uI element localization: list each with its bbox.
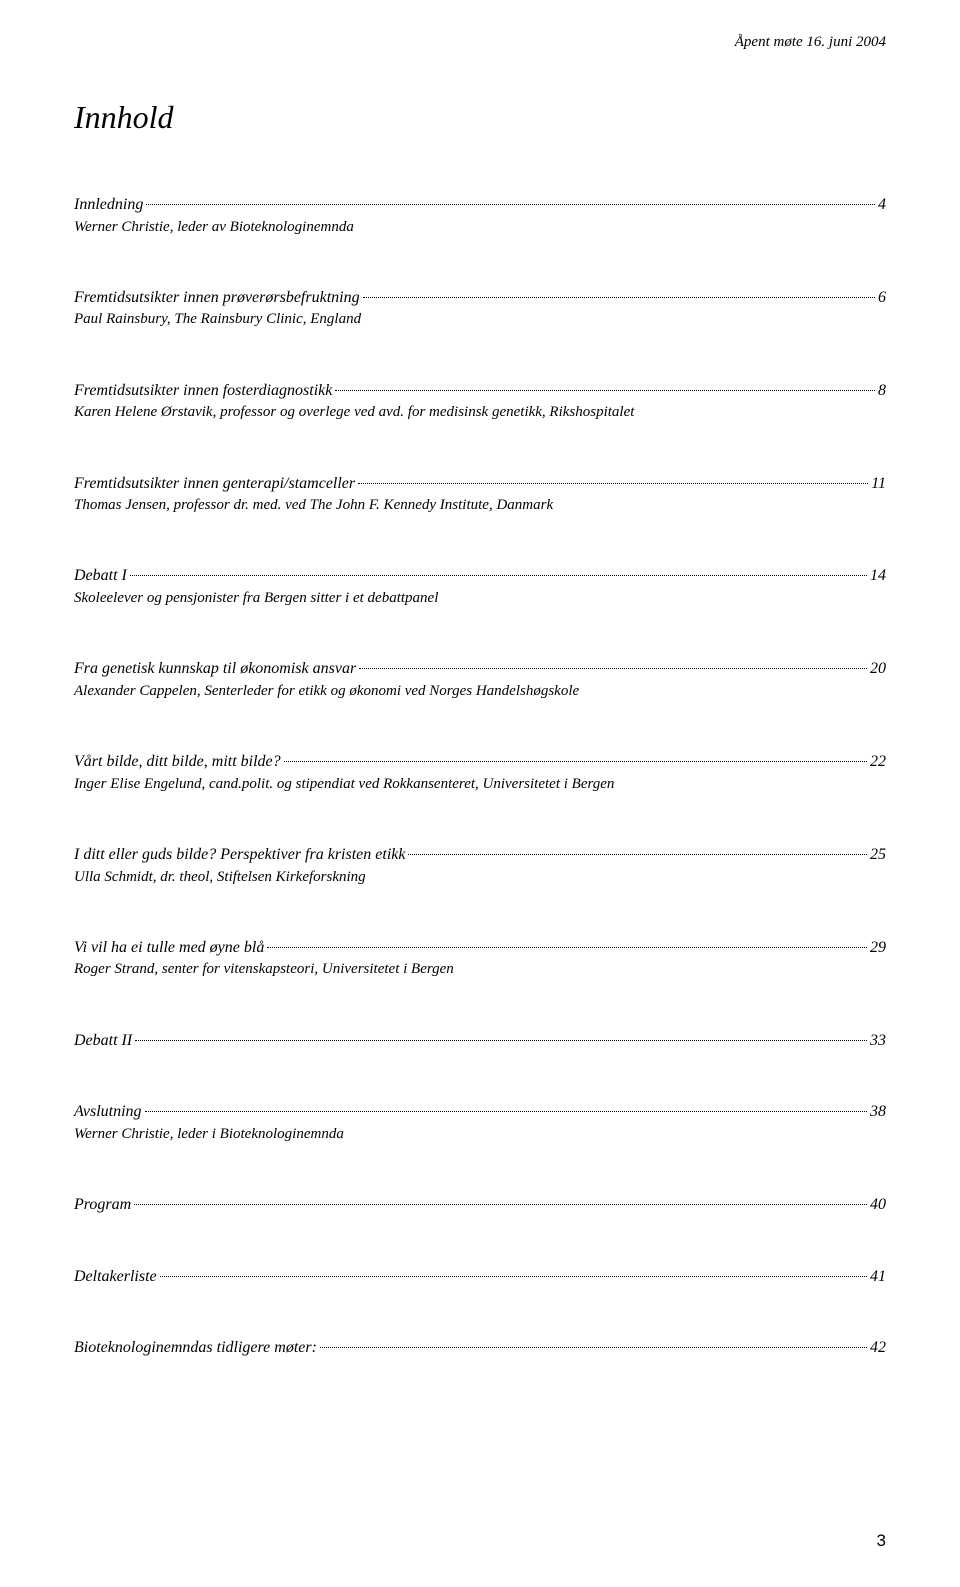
toc-container: Innledning 4Werner Christie, leder av Bio…	[74, 194, 886, 1359]
toc-entry-page: 25	[870, 844, 886, 866]
toc-entry-title: Debatt I	[74, 565, 127, 587]
toc-entry-title: Avslutning	[74, 1101, 142, 1123]
toc-line: Program 40	[74, 1194, 886, 1216]
toc-entry-subtitle: Roger Strand, senter for vitenskapsteori…	[74, 959, 886, 979]
toc-leader-dots	[335, 390, 875, 391]
toc-entry-title: Fremtidsutsikter innen genterapi/stamcel…	[74, 473, 355, 495]
toc-entry-title: Vårt bilde, ditt bilde, mitt bilde?	[74, 751, 281, 773]
toc-entry: Fremtidsutsikter innen genterapi/stamcel…	[74, 473, 886, 516]
toc-line: Fremtidsutsikter innen fosterdiagnostikk…	[74, 380, 886, 402]
toc-entry: Fra genetisk kunnskap til økonomisk ansv…	[74, 658, 886, 701]
toc-leader-dots	[135, 1040, 867, 1041]
toc-leader-dots	[146, 204, 875, 205]
toc-entry: Fremtidsutsikter innen prøverørsbefruktn…	[74, 287, 886, 330]
toc-leader-dots	[160, 1276, 867, 1277]
toc-entry-page: 22	[870, 751, 886, 773]
toc-leader-dots	[134, 1204, 867, 1205]
toc-entry-title: Bioteknologinemndas tidligere møter:	[74, 1337, 317, 1359]
toc-entry-page: 11	[871, 473, 886, 495]
toc-line: Debatt II 33	[74, 1030, 886, 1052]
toc-line: Debatt I 14	[74, 565, 886, 587]
toc-entry: Avslutning 38Werner Christie, leder i Bi…	[74, 1101, 886, 1144]
toc-entry: I ditt eller guds bilde? Perspektiver fr…	[74, 844, 886, 887]
toc-entry: Debatt II 33	[74, 1030, 886, 1052]
toc-line: Vi vil ha ei tulle med øyne blå 29	[74, 937, 886, 959]
toc-entry: Debatt I 14Skoleelever og pensjonister f…	[74, 565, 886, 608]
toc-leader-dots	[284, 761, 867, 762]
toc-line: Innledning 4	[74, 194, 886, 216]
toc-entry-subtitle: Thomas Jensen, professor dr. med. ved Th…	[74, 495, 886, 515]
toc-entry-subtitle: Paul Rainsbury, The Rainsbury Clinic, En…	[74, 309, 886, 329]
toc-line: I ditt eller guds bilde? Perspektiver fr…	[74, 844, 886, 866]
toc-entry-subtitle: Werner Christie, leder i Bioteknologinem…	[74, 1124, 886, 1144]
page-number: 3	[877, 1531, 886, 1551]
toc-entry-title: Innledning	[74, 194, 143, 216]
toc-leader-dots	[359, 668, 867, 669]
toc-leader-dots	[358, 483, 868, 484]
toc-entry-page: 4	[878, 194, 886, 216]
toc-entry-page: 38	[870, 1101, 886, 1123]
toc-entry-page: 20	[870, 658, 886, 680]
toc-entry-title: Debatt II	[74, 1030, 132, 1052]
toc-line: Avslutning 38	[74, 1101, 886, 1123]
toc-title: Innhold	[74, 99, 886, 136]
toc-entry-page: 41	[870, 1266, 886, 1288]
header-text: Åpent møte 16. juni 2004	[74, 34, 886, 51]
toc-line: Bioteknologinemndas tidligere møter: 42	[74, 1337, 886, 1359]
toc-entry-page: 8	[878, 380, 886, 402]
toc-entry: Deltakerliste 41	[74, 1266, 886, 1288]
toc-entry-page: 6	[878, 287, 886, 309]
toc-line: Fra genetisk kunnskap til økonomisk ansv…	[74, 658, 886, 680]
toc-line: Deltakerliste 41	[74, 1266, 886, 1288]
toc-entry-title: Program	[74, 1194, 131, 1216]
toc-leader-dots	[363, 297, 875, 298]
toc-entry-title: Deltakerliste	[74, 1266, 157, 1288]
toc-entry: Innledning 4Werner Christie, leder av Bio…	[74, 194, 886, 237]
toc-entry: Bioteknologinemndas tidligere møter: 42	[74, 1337, 886, 1359]
toc-entry-title: Fra genetisk kunnskap til økonomisk ansv…	[74, 658, 356, 680]
toc-line: Fremtidsutsikter innen genterapi/stamcel…	[74, 473, 886, 495]
toc-leader-dots	[145, 1111, 867, 1112]
toc-line: Vårt bilde, ditt bilde, mitt bilde? 22	[74, 751, 886, 773]
toc-entry-page: 14	[870, 565, 886, 587]
toc-entry-page: 40	[870, 1194, 886, 1216]
toc-entry: Vi vil ha ei tulle med øyne blå 29Roger S…	[74, 937, 886, 980]
toc-entry: Vårt bilde, ditt bilde, mitt bilde? 22Ing…	[74, 751, 886, 794]
toc-entry-subtitle: Inger Elise Engelund, cand.polit. og sti…	[74, 774, 886, 794]
toc-entry-subtitle: Alexander Cappelen, Senterleder for etik…	[74, 681, 886, 701]
toc-entry-subtitle: Werner Christie, leder av Bioteknologine…	[74, 217, 886, 237]
toc-entry-page: 33	[870, 1030, 886, 1052]
toc-entry-title: Fremtidsutsikter innen fosterdiagnostikk	[74, 380, 332, 402]
toc-entry: Program 40	[74, 1194, 886, 1216]
toc-entry: Fremtidsutsikter innen fosterdiagnostikk…	[74, 380, 886, 423]
toc-entry-page: 42	[870, 1337, 886, 1359]
toc-leader-dots	[267, 947, 867, 948]
toc-leader-dots	[408, 854, 867, 855]
toc-entry-subtitle: Karen Helene Ørstavik, professor og over…	[74, 402, 886, 422]
toc-line: Fremtidsutsikter innen prøverørsbefruktn…	[74, 287, 886, 309]
toc-leader-dots	[130, 575, 867, 576]
toc-entry-title: Fremtidsutsikter innen prøverørsbefruktn…	[74, 287, 360, 309]
toc-entry-title: Vi vil ha ei tulle med øyne blå	[74, 937, 264, 959]
toc-entry-page: 29	[870, 937, 886, 959]
toc-entry-title: I ditt eller guds bilde? Perspektiver fr…	[74, 844, 405, 866]
toc-leader-dots	[320, 1347, 867, 1348]
toc-entry-subtitle: Skoleelever og pensjonister fra Bergen s…	[74, 588, 886, 608]
toc-entry-subtitle: Ulla Schmidt, dr. theol, Stiftelsen Kirk…	[74, 867, 886, 887]
